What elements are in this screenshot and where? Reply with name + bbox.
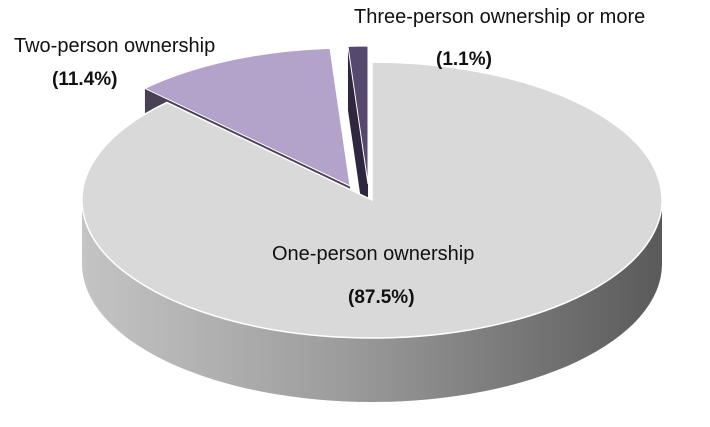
slice-percent-three-person-or-more: (1.1%) [436, 49, 492, 70]
slice-label-two-person: Two-person ownership [14, 35, 216, 57]
slice-percent-one-person: (87.5%) [348, 287, 415, 308]
pie-slices [81, 45, 663, 402]
slice-one-person [81, 61, 663, 339]
slice-two-person [143, 47, 351, 187]
slice-label-three-person-or-more: Three-person ownership or more [354, 6, 646, 28]
slice-percent-two-person: (11.4%) [52, 69, 118, 90]
slice-label-one-person: One-person ownership [272, 243, 475, 265]
slice-three-person-or-more [347, 45, 369, 185]
slice-side-one-person [82, 200, 662, 402]
